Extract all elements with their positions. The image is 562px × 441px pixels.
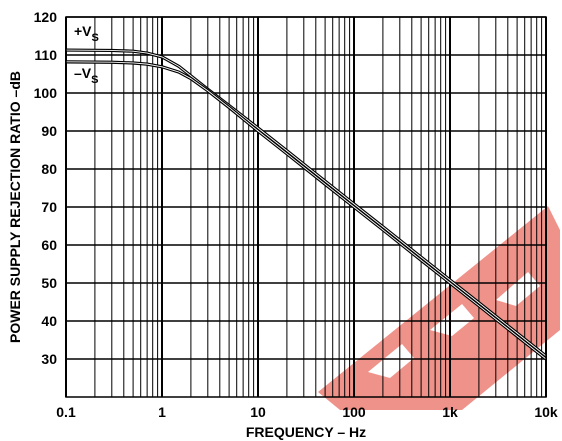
series-curves	[65, 48, 547, 361]
y-tick-label: 120	[34, 9, 58, 25]
y-tick-label: 110	[34, 47, 57, 63]
y-tick-label: 80	[41, 161, 57, 177]
series-line-1-inner	[65, 49, 547, 357]
y-tick-label: 30	[41, 351, 57, 367]
x-tick-label: 0.1	[56, 404, 76, 420]
y-tick-label: 100	[34, 85, 58, 101]
x-axis-title: FREQUENCY – Hz	[246, 424, 366, 440]
series-label-1: +VS	[74, 23, 99, 44]
y-tick-label: 70	[41, 199, 57, 215]
y-axis-title: POWER SUPPLY REJECTION RATIO –dB	[7, 71, 23, 343]
x-tick-label: 10	[250, 404, 266, 420]
y-tick-label: 50	[41, 275, 57, 291]
x-tick-label: 100	[342, 404, 366, 420]
y-tick-label: 40	[41, 313, 57, 329]
x-tick-label: 10k	[534, 404, 558, 420]
series-labels: +VS –VS	[74, 23, 99, 86]
x-tick-label: 1	[158, 404, 166, 420]
y-tick-label: 90	[41, 123, 57, 139]
y-tick-label: 60	[41, 237, 57, 253]
plot-frame	[65, 16, 547, 398]
x-tick-label: 1k	[442, 404, 458, 420]
series-label-2: –VS	[74, 65, 98, 86]
series-line-2-inner	[65, 61, 547, 360]
